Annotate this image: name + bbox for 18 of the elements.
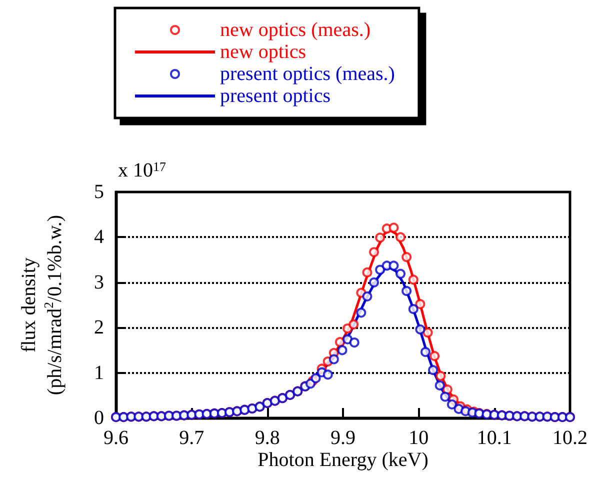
y-tick-label: 2 bbox=[94, 316, 104, 339]
y-tick-label: 3 bbox=[94, 271, 104, 294]
x-tick-label: 9.8 bbox=[254, 427, 280, 449]
x-axis-title: Photon Energy (keV) bbox=[258, 449, 428, 471]
legend-label: new optics bbox=[220, 41, 306, 63]
y-tick-label: 4 bbox=[94, 226, 104, 248]
y-tick-label: 5 bbox=[94, 181, 104, 203]
legend-label: new optics (meas.) bbox=[220, 19, 371, 41]
x-tick-label: 10.2 bbox=[552, 427, 588, 449]
x-tick-label: 10.1 bbox=[476, 427, 512, 449]
y-tick-label: 1 bbox=[94, 362, 104, 384]
x-tick-label: 9.6 bbox=[104, 427, 128, 449]
y-tick-label: 0 bbox=[94, 407, 104, 429]
x-tick-label: 10 bbox=[408, 427, 429, 449]
x-tick-label: 9.7 bbox=[179, 427, 204, 449]
legend-label: present optics bbox=[220, 85, 331, 107]
legend-label: present optics (meas.) bbox=[220, 63, 395, 85]
x-tick-label: 9.9 bbox=[330, 427, 356, 449]
